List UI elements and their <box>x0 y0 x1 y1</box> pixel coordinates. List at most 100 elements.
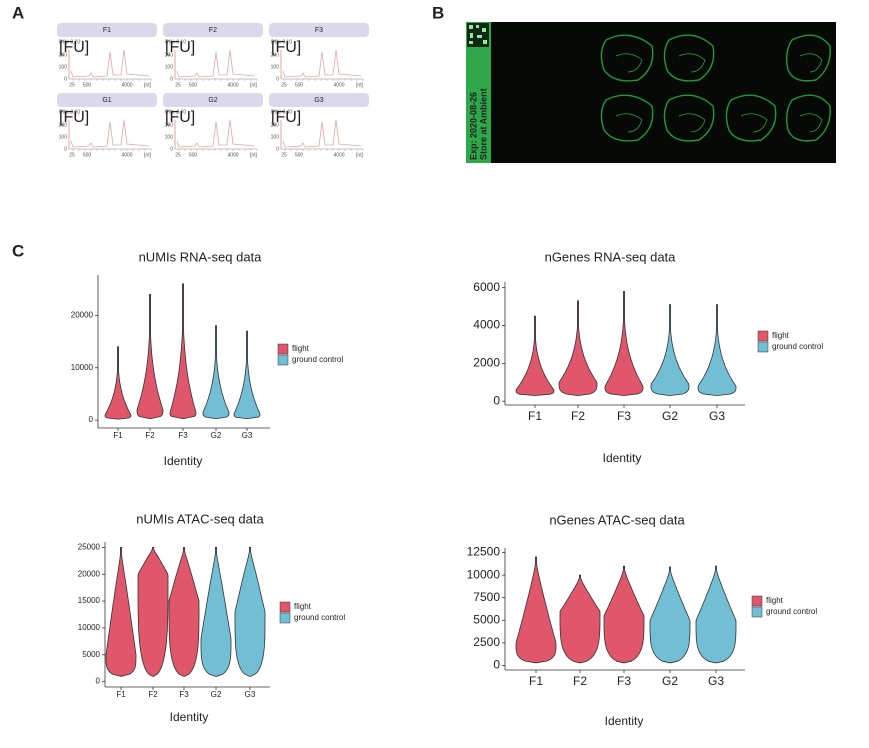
rin-value: RIN: 9.10 <box>165 39 186 45</box>
x-tick-label: 4000 <box>121 82 132 88</box>
violin <box>169 283 197 419</box>
sample-label: G2 <box>208 97 217 104</box>
legend-swatch <box>279 601 291 613</box>
sample-label: G1 <box>102 97 111 104</box>
y-tick-label: 5000 <box>473 612 500 626</box>
y-tick-label: 15000 <box>78 596 101 605</box>
x-tick-label: 25 <box>69 152 75 158</box>
violin <box>558 300 598 396</box>
y-tick-label: 0 <box>170 146 173 152</box>
y-tick-label: 200 <box>59 52 68 58</box>
y-tick-label: 100 <box>271 134 280 140</box>
y-tick-label: 0 <box>276 76 279 82</box>
y-tick-label: 5000 <box>82 650 100 659</box>
sample-header <box>57 23 157 37</box>
legend-swatch <box>751 595 763 607</box>
violin <box>604 291 644 396</box>
sample-label: G3 <box>314 97 323 104</box>
trace <box>282 119 362 148</box>
x-tick-label: G3 <box>242 431 253 440</box>
y-tick-label: 4000 <box>473 318 500 332</box>
trace <box>176 49 256 78</box>
slide-label: Exp: 2020-08-26 <box>468 92 478 160</box>
y-axis-label: [FU] <box>165 39 195 56</box>
y-tick-label: 0 <box>493 393 500 407</box>
violin <box>200 547 232 677</box>
chart-title: nGenes RNA-seq data <box>545 249 677 264</box>
x-tick-label: F1 <box>528 409 542 423</box>
y-tick-label: 2000 <box>473 356 500 370</box>
x-tick-label: 25 <box>281 152 287 158</box>
y-tick-label: 0 <box>64 146 67 152</box>
y-axis-label: [FU] <box>165 109 195 126</box>
panel-label: A <box>12 3 24 22</box>
rin-value: RIN: 9.10 <box>271 39 292 45</box>
x-tick-label: 500 <box>83 152 92 158</box>
legend-swatch <box>751 606 763 618</box>
violin <box>559 574 601 664</box>
legend-label: flight <box>766 596 784 605</box>
y-tick-label: 200 <box>271 122 280 128</box>
rin-value: RIN: 9.40 <box>271 109 292 115</box>
x-tick-label: F2 <box>145 431 155 440</box>
legend-swatch <box>277 354 289 366</box>
sample-label: F2 <box>209 27 217 34</box>
x-axis-label: Identity <box>164 454 203 468</box>
chart-title: nGenes ATAC-seq data <box>549 512 685 527</box>
sample-label: F3 <box>315 27 323 34</box>
x-axis-label: [nt] <box>144 82 152 88</box>
y-tick-label: 100 <box>59 64 68 70</box>
violin <box>234 547 266 677</box>
y-tick-label: 10000 <box>467 567 501 581</box>
violin <box>603 565 645 664</box>
violin <box>104 346 132 420</box>
x-tick-label: F2 <box>571 409 585 423</box>
x-tick-label: 4000 <box>333 152 344 158</box>
x-tick-label: F1 <box>113 431 123 440</box>
violin <box>650 304 690 396</box>
violin <box>168 547 200 677</box>
x-tick-label: 25 <box>281 82 287 88</box>
trace <box>70 49 150 78</box>
violin <box>233 330 261 419</box>
legend-swatch <box>279 612 291 624</box>
sample-header <box>163 93 263 107</box>
trace <box>70 119 150 148</box>
y-axis-label: [FU] <box>271 39 301 56</box>
violin <box>515 315 555 396</box>
y-tick-label: 200 <box>59 122 68 128</box>
y-tick-label: 0 <box>96 677 101 686</box>
y-tick-label: 20000 <box>78 569 101 578</box>
y-tick-label: 20000 <box>71 310 94 319</box>
y-tick-label: 0 <box>276 146 279 152</box>
violin <box>649 566 691 664</box>
x-tick-label: F1 <box>529 674 543 688</box>
x-axis-label: [nt] <box>250 152 258 158</box>
legend-label: flight <box>772 331 790 340</box>
x-tick-label: F3 <box>617 674 631 688</box>
x-tick-label: F2 <box>148 690 158 699</box>
x-tick-label: 4000 <box>227 82 238 88</box>
legend-label: ground control <box>292 355 343 364</box>
x-tick-label: G2 <box>211 690 222 699</box>
x-tick-label: 4000 <box>227 152 238 158</box>
y-tick-label: 100 <box>59 134 68 140</box>
y-tick-label: 0 <box>89 415 94 424</box>
y-tick-label: 200 <box>271 52 280 58</box>
x-tick-label: G2 <box>211 431 222 440</box>
chart-title: nUMIs RNA-seq data <box>139 249 263 264</box>
x-tick-label: F3 <box>179 690 189 699</box>
panel-label: B <box>432 3 444 22</box>
x-axis-label: [nt] <box>144 152 152 158</box>
legend-swatch <box>757 341 769 353</box>
sample-header <box>269 23 369 37</box>
legend-label: flight <box>294 602 312 611</box>
y-tick-label: 0 <box>170 76 173 82</box>
violin <box>697 304 737 396</box>
x-tick-label: F1 <box>116 690 126 699</box>
y-tick-label: 100 <box>271 64 280 70</box>
y-tick-label: 10000 <box>78 623 101 632</box>
x-tick-label: G3 <box>245 690 256 699</box>
y-tick-label: 0 <box>64 76 67 82</box>
legend-label: ground control <box>766 607 817 616</box>
